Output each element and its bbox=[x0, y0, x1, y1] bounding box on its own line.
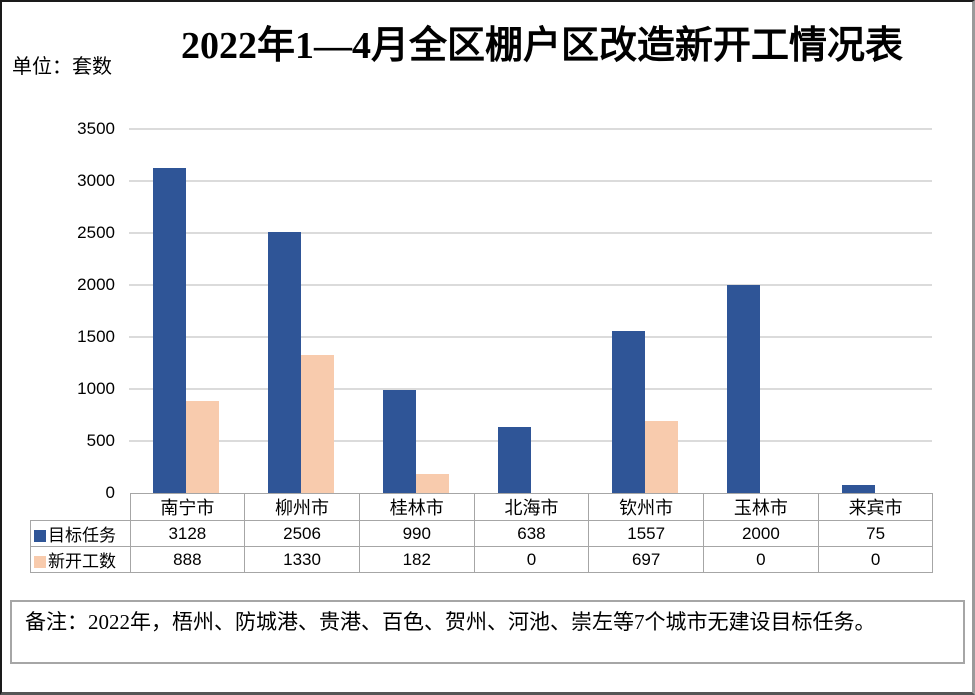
legend-swatch-started bbox=[34, 556, 46, 568]
gridline bbox=[129, 440, 932, 442]
value-cell: 182 bbox=[358, 546, 475, 573]
bar-started bbox=[301, 354, 335, 493]
category-header-cell: 柳州市 bbox=[244, 493, 360, 521]
bar-started bbox=[415, 474, 449, 493]
legend-swatch-target bbox=[34, 530, 46, 542]
series-name: 目标任务 bbox=[48, 526, 116, 545]
bar-target bbox=[841, 485, 875, 493]
unit-label: 单位：套数 bbox=[12, 56, 112, 78]
value-cell: 3128 bbox=[129, 520, 246, 547]
category-header-cell: 来宾市 bbox=[817, 493, 934, 521]
value-cell: 2000 bbox=[703, 520, 819, 547]
value-cell: 0 bbox=[817, 546, 934, 573]
gridline bbox=[129, 232, 932, 234]
value-cell: 888 bbox=[129, 546, 246, 573]
plot-area bbox=[129, 128, 932, 493]
y-axis-label: 500 bbox=[86, 431, 115, 450]
table-row: 目标任务 3128 2506 990 638 1557 2000 75 bbox=[30, 520, 934, 547]
category-header-cell: 南宁市 bbox=[129, 493, 246, 521]
category-header-cell: 玉林市 bbox=[703, 493, 819, 521]
value-cell: 75 bbox=[817, 520, 934, 547]
value-cell: 697 bbox=[588, 546, 705, 573]
y-axis-label: 1500 bbox=[77, 327, 115, 346]
y-axis-label: 2000 bbox=[77, 275, 115, 294]
value-cell: 638 bbox=[473, 520, 590, 547]
value-cell: 1330 bbox=[244, 546, 360, 573]
bar-target bbox=[382, 390, 416, 493]
value-cell: 0 bbox=[473, 546, 590, 573]
value-cell: 1557 bbox=[588, 520, 705, 547]
series-name: 新开工数 bbox=[48, 552, 116, 571]
series-legend-cell: 新开工数 bbox=[30, 546, 131, 573]
gridline bbox=[129, 336, 932, 338]
bar-target bbox=[497, 426, 531, 493]
gridline bbox=[129, 388, 932, 390]
gridline bbox=[129, 284, 932, 286]
table-corner-cell bbox=[31, 494, 131, 521]
category-header-cell: 桂林市 bbox=[358, 493, 475, 521]
table-header-row: 南宁市 柳州市 桂林市 北海市 钦州市 玉林市 来宾市 bbox=[31, 493, 934, 521]
data-table: 南宁市 柳州市 桂林市 北海市 钦州市 玉林市 来宾市 目标任务 3128 2506 990 638 1… bbox=[30, 493, 934, 573]
bar-target bbox=[268, 232, 302, 493]
y-axis-label: 3500 bbox=[77, 119, 115, 138]
y-axis-label: 1000 bbox=[77, 379, 115, 398]
y-axis-label: 3000 bbox=[77, 171, 115, 190]
bar-started bbox=[645, 420, 679, 493]
bar-target bbox=[726, 285, 760, 493]
series-legend-cell: 目标任务 bbox=[30, 520, 131, 547]
bar-started bbox=[186, 400, 220, 493]
gridline bbox=[129, 128, 932, 130]
category-header-cell: 北海市 bbox=[473, 493, 590, 521]
table-row: 新开工数 888 1330 182 0 697 0 0 bbox=[30, 546, 934, 573]
chart-title: 2022年1—4月全区棚户区改造新开工情况表 bbox=[180, 25, 903, 67]
gridline bbox=[129, 180, 932, 182]
value-cell: 990 bbox=[358, 520, 475, 547]
bar-target bbox=[612, 331, 646, 493]
value-cell: 0 bbox=[703, 546, 819, 573]
value-cell: 2506 bbox=[244, 520, 360, 547]
y-axis-label: 2500 bbox=[77, 223, 115, 242]
bar-target bbox=[153, 167, 187, 493]
note-box: 备注：2022年，梧州、防城港、贵港、百色、贺州、河池、崇左等7个城市无建设目标… bbox=[10, 600, 965, 664]
y-axis-label: 0 bbox=[105, 483, 115, 502]
category-header-cell: 钦州市 bbox=[588, 493, 705, 521]
note-text: 备注：2022年，梧州、防城港、贵港、百色、贺州、河池、崇左等7个城市无建设目标… bbox=[25, 610, 876, 634]
